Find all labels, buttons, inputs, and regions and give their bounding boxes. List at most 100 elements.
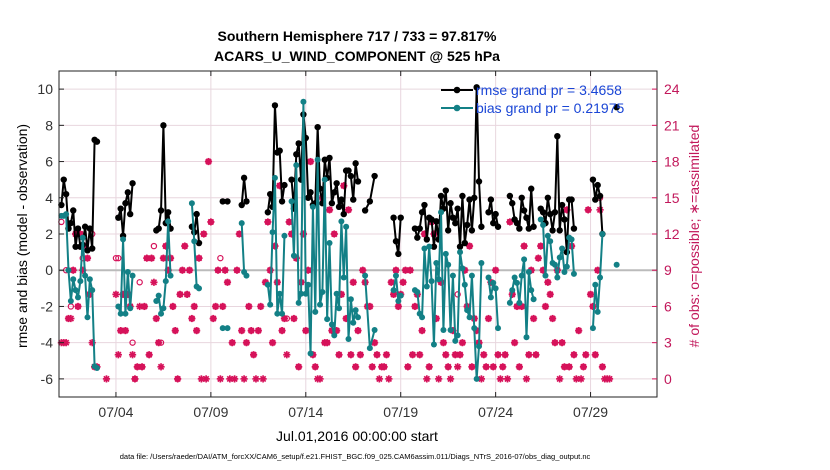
- obs-assimilated-stroke: [122, 327, 129, 334]
- obs-assimilated-marker: [356, 351, 364, 359]
- obs-assimilated-stroke: [497, 375, 504, 383]
- rmse-point: [506, 192, 514, 200]
- obs-assimilated-marker: [416, 351, 424, 359]
- rmse-point: [238, 201, 245, 209]
- obs-assimilated-marker: [240, 375, 248, 383]
- bias-point: [336, 305, 343, 312]
- obs-assimilated-stroke: [551, 339, 559, 346]
- obs-assimilated-stroke: [295, 363, 302, 371]
- obs-assimilated-marker: [302, 326, 310, 335]
- y-tick-label-right: 24: [664, 81, 680, 97]
- obs-assimilated-marker: [138, 363, 146, 371]
- obs-assimilated-marker: [385, 375, 393, 383]
- obs-assimilated-stroke: [219, 303, 226, 310]
- y-tick-label-right: 12: [664, 226, 680, 242]
- obs-assimilated-stroke: [326, 206, 333, 214]
- rmse-point: [354, 178, 362, 185]
- obs-assimilated-marker: [511, 339, 519, 347]
- obs-assimilated-stroke: [376, 375, 383, 383]
- obs-assimilated-stroke: [160, 254, 167, 262]
- rmse-point: [544, 194, 552, 201]
- obs-assimilated-marker: [586, 290, 595, 298]
- bias-point: [153, 298, 160, 305]
- rmse-point: [549, 227, 556, 234]
- obs-assimilated-stroke: [62, 339, 70, 346]
- bias-point: [554, 274, 561, 281]
- obs-assimilated-stroke: [136, 303, 143, 310]
- obs-assimilated-marker: [556, 375, 564, 383]
- bias-point: [333, 290, 340, 297]
- bias-point: [324, 316, 331, 323]
- obs-assimilated-marker: [157, 363, 165, 371]
- bias-point: [302, 290, 309, 297]
- x-tick-label: 07/19: [383, 404, 418, 420]
- obs-assimilated-marker: [257, 302, 265, 311]
- obs-assimilated-marker: [62, 339, 70, 347]
- bias-point: [321, 176, 328, 183]
- obs-assimilated-stroke: [302, 327, 309, 334]
- y-tick-label-right: 18: [664, 154, 680, 170]
- obs-assimilated-marker: [325, 206, 334, 214]
- obs-assimilated-marker: [548, 314, 557, 323]
- bias-point: [307, 350, 314, 357]
- bias-point: [523, 334, 530, 341]
- rmse-point: [520, 207, 528, 214]
- obs-assimilated-stroke: [385, 375, 393, 383]
- bias-point: [162, 278, 169, 285]
- obs-assimilated-marker: [316, 375, 324, 383]
- obs-possible-marker: [217, 254, 224, 262]
- y-axis-label-right: # of obs: o=possible; ∗=assimilated: [686, 125, 702, 348]
- obs-assimilated-stroke: [435, 375, 442, 383]
- obs-assimilated-stroke: [202, 375, 210, 383]
- obs-assimilated-marker: [373, 351, 381, 359]
- obs-assimilated-marker: [221, 266, 229, 274]
- rmse-series: [58, 84, 620, 258]
- bias-point: [158, 310, 165, 317]
- obs-assimilated-stroke: [70, 267, 77, 274]
- obs-assimilated-stroke: [561, 363, 568, 371]
- bias-point: [430, 341, 437, 348]
- obs-assimilated-marker: [344, 206, 353, 214]
- obs-assimilated-stroke: [212, 303, 219, 310]
- obs-assimilated-stroke: [494, 351, 502, 358]
- obs-assimilated-marker: [423, 375, 431, 383]
- rmse-point: [490, 219, 497, 227]
- obs-assimilated-marker: [323, 339, 331, 347]
- bias-point: [478, 259, 485, 266]
- y-tick-label-left: 10: [37, 81, 53, 97]
- rmse-point: [568, 196, 575, 203]
- rmse-point: [243, 198, 250, 205]
- obs-assimilated-stroke: [537, 242, 544, 250]
- bias-point: [279, 310, 286, 317]
- obs-assimilated-stroke: [580, 363, 587, 371]
- obs-assimilated-marker: [112, 290, 120, 298]
- rmse-point: [122, 200, 129, 207]
- obs-assimilated-stroke: [153, 315, 160, 322]
- rmse-point: [437, 192, 445, 200]
- obs-assimilated-stroke: [544, 279, 552, 286]
- rmse-point: [523, 214, 530, 221]
- bias-point: [124, 269, 131, 276]
- rmse-point: [447, 200, 454, 207]
- obs-assimilated-marker: [480, 351, 488, 359]
- obs-possible-marker: [115, 254, 122, 262]
- rmse-point: [86, 225, 94, 232]
- obs-assimilated-stroke: [174, 375, 181, 383]
- rmse-point: [442, 187, 450, 194]
- obs-assimilated-marker: [178, 266, 186, 274]
- rmse-point: [58, 201, 65, 209]
- bias-point: [452, 337, 459, 344]
- rmse-point: [421, 201, 428, 209]
- bias-point: [67, 298, 74, 305]
- obs-assimilated-stroke: [570, 351, 578, 358]
- obs-assimilated-stroke: [198, 375, 205, 383]
- obs-assimilated-stroke: [141, 303, 148, 310]
- obs-assimilated-marker: [425, 363, 433, 371]
- bias-point: [274, 310, 281, 317]
- obs-assimilated-stroke: [231, 375, 238, 383]
- bias-point: [288, 198, 295, 205]
- bias-point: [196, 285, 203, 292]
- rmse-point: [596, 192, 604, 200]
- obs-assimilated-stroke: [226, 375, 234, 383]
- rmse-point: [594, 181, 601, 189]
